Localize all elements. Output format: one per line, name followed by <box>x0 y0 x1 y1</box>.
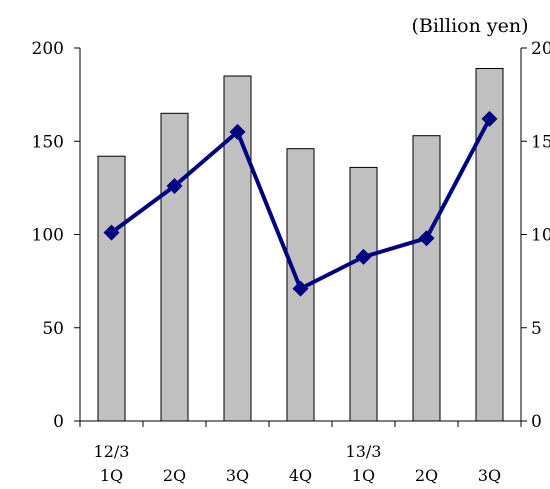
category-labels: 1Q 2Q 3Q 4Q 1Q 2Q 3Q <box>100 466 501 485</box>
line-point-2 <box>229 123 246 140</box>
line-series <box>103 110 498 297</box>
line-point-1 <box>166 178 183 194</box>
unit-label: (Billion yen) <box>411 15 528 37</box>
bar-5 <box>412 135 441 422</box>
line-point-0 <box>103 224 120 241</box>
bar-6 <box>475 68 504 422</box>
right-axis-ticks: 0 5 10 15 20 <box>521 39 550 432</box>
right-tick-label: 10 <box>531 226 550 246</box>
x-tick-label: 1Q <box>100 466 123 485</box>
bar-4 <box>349 166 378 422</box>
left-tick-label: 0 <box>53 412 64 432</box>
group-labels: 12/3 13/3 <box>94 442 382 461</box>
bar-1 <box>160 112 189 422</box>
left-tick-label: 150 <box>32 132 64 152</box>
bar-0 <box>97 155 126 422</box>
x-tick-label: 1Q <box>352 466 375 485</box>
x-tick-label: 2Q <box>415 466 438 485</box>
bar-series <box>97 68 504 422</box>
group-label: 13/3 <box>346 442 382 461</box>
left-tick-label: 50 <box>42 319 64 339</box>
x-tick-label: 2Q <box>163 466 186 485</box>
group-label: 12/3 <box>94 442 130 461</box>
x-tick-label: 4Q <box>289 466 312 485</box>
left-tick-label: 100 <box>32 226 64 246</box>
line-point-3 <box>292 280 309 297</box>
x-tick-label: 3Q <box>478 466 501 485</box>
line-point-6 <box>481 110 498 127</box>
line-point-4 <box>355 248 372 265</box>
x-tick-label: 3Q <box>226 466 249 485</box>
left-tick-label: 200 <box>32 39 64 59</box>
line-point-5 <box>418 230 435 247</box>
left-axis-ticks: 0 50 100 150 200 <box>32 39 80 432</box>
right-tick-label: 5 <box>531 319 542 339</box>
right-tick-label: 20 <box>531 39 550 59</box>
right-tick-label: 0 <box>531 412 542 432</box>
right-tick-label: 15 <box>531 132 550 152</box>
